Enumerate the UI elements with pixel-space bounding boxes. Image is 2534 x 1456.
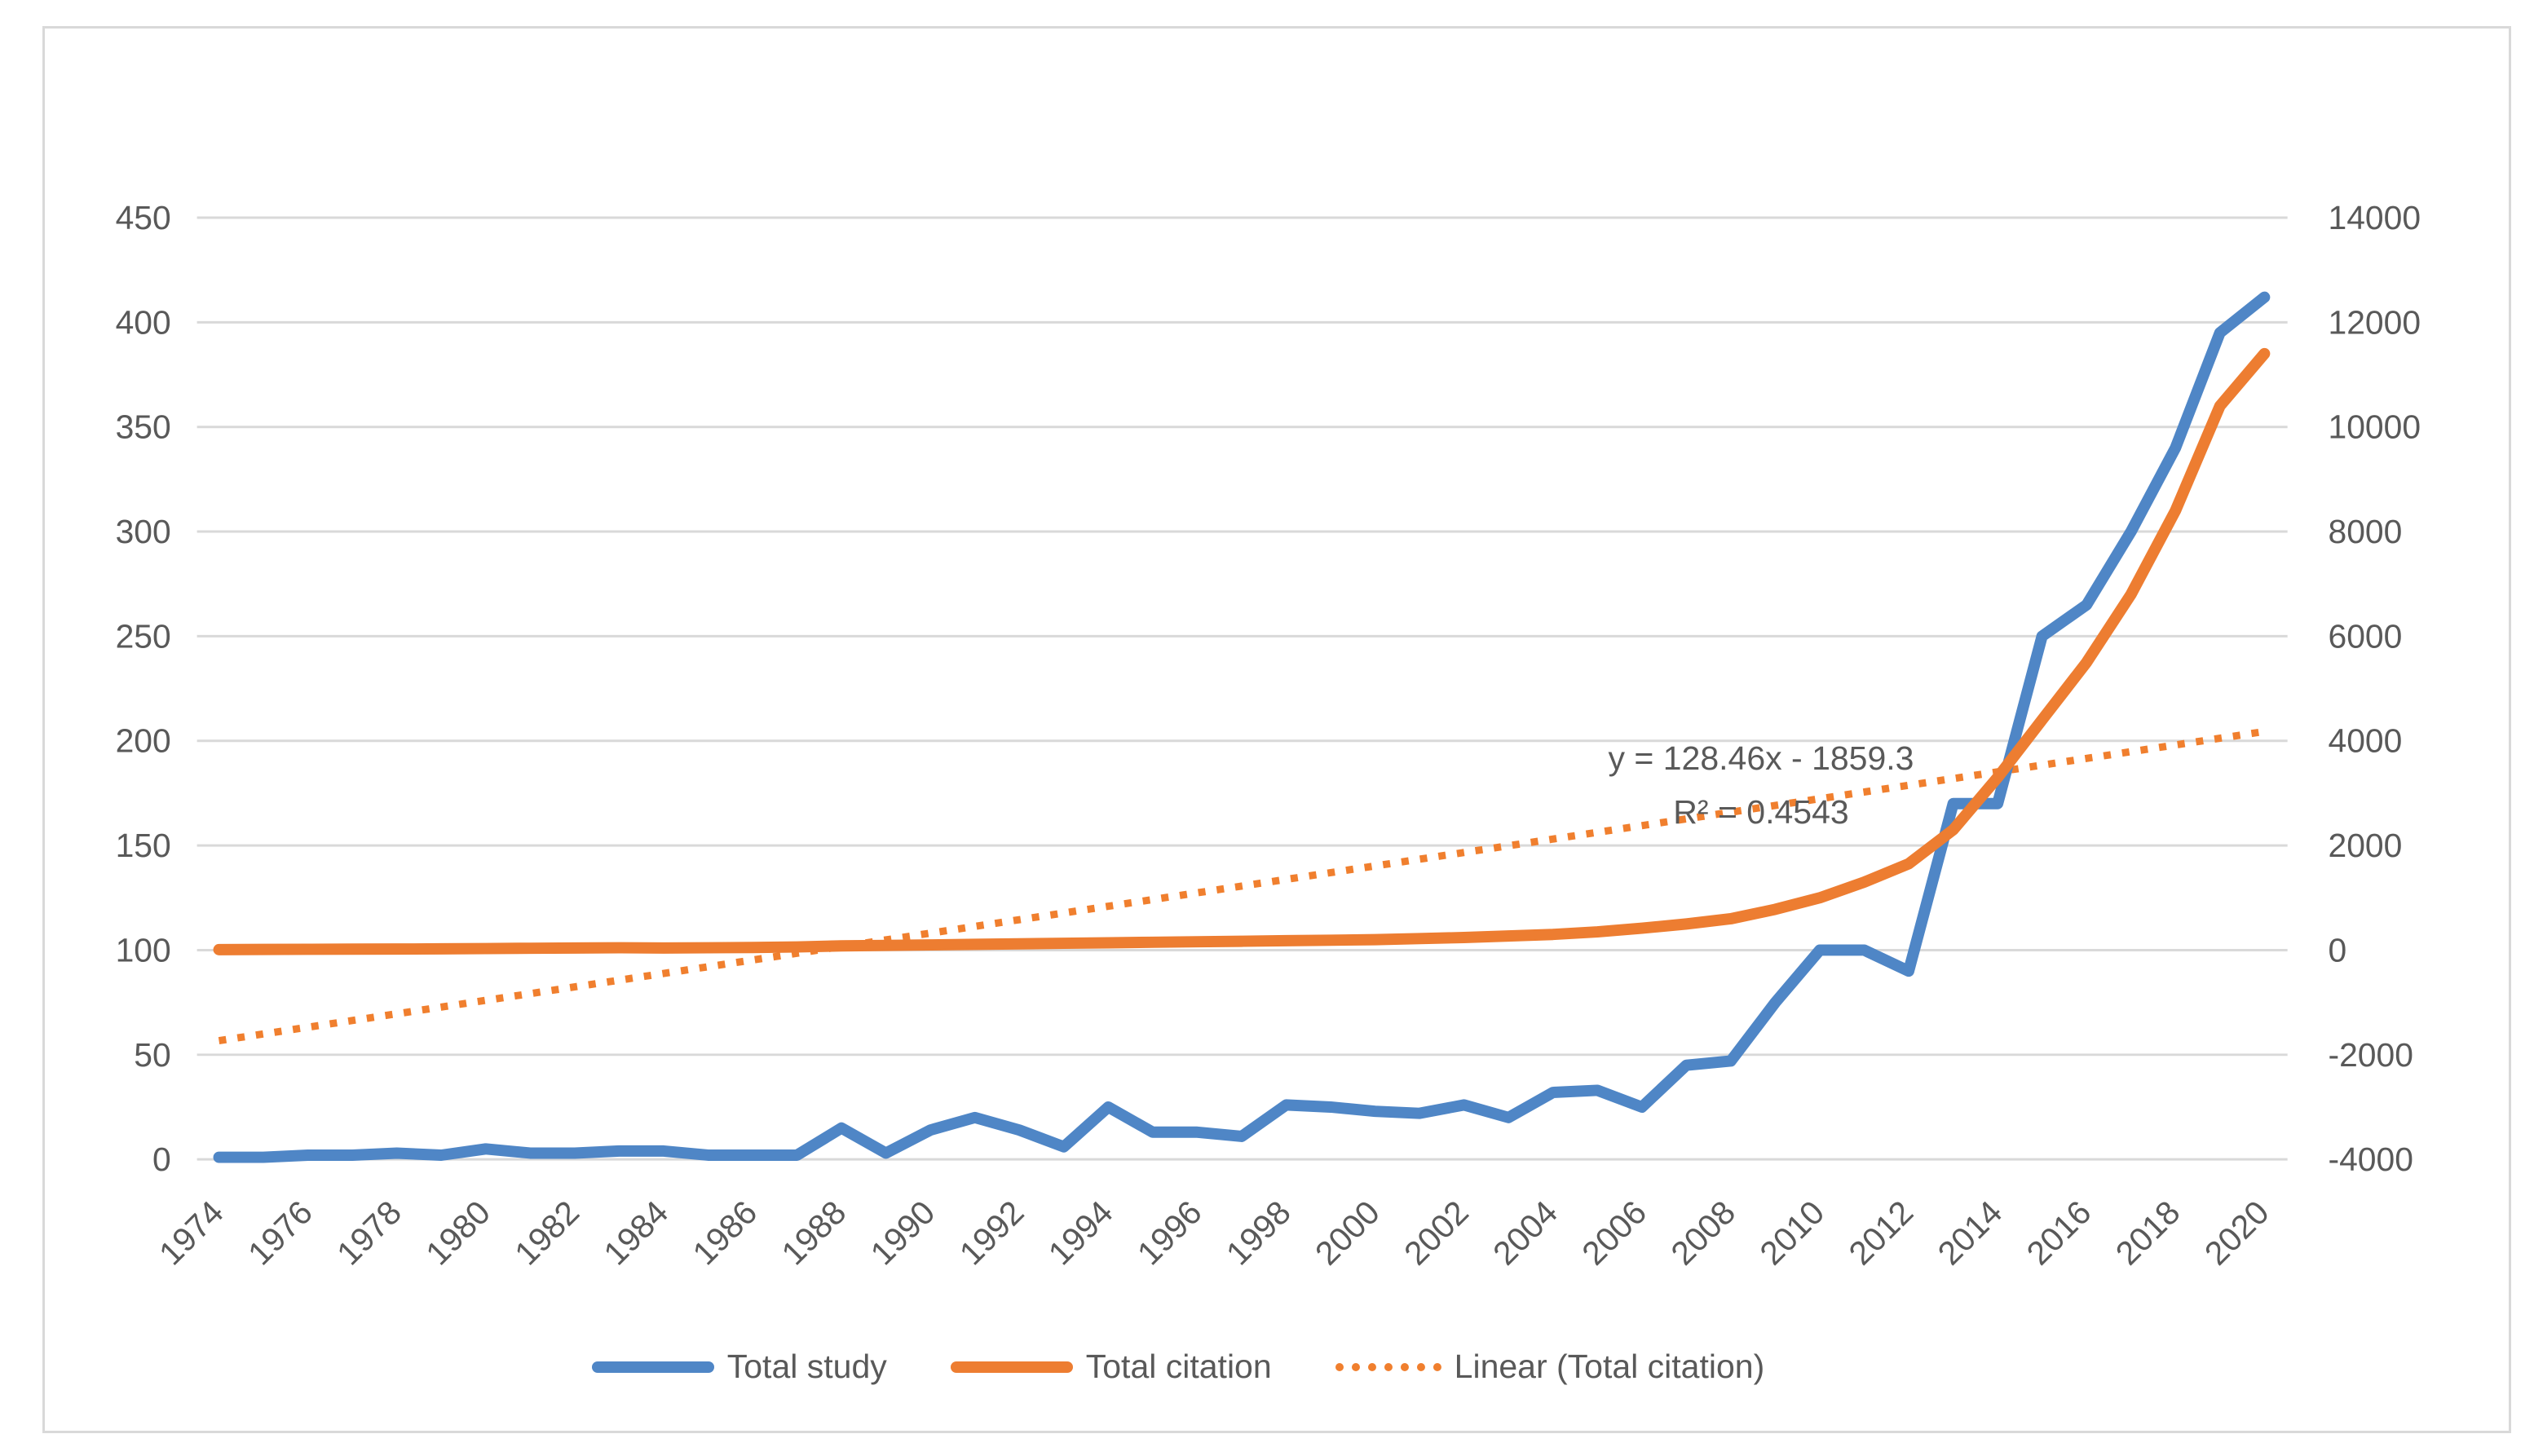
legend-item-total-study: Total study [591, 1348, 887, 1386]
left-axis-tick-label: 450 [116, 199, 171, 236]
legend-item-linear-total-citation: Linear (Total citation) [1335, 1348, 1765, 1386]
chart-legend: Total study Total citation Linear (Total… [241, 1348, 2116, 1386]
x-axis-tick-label: 2002 [1397, 1193, 1476, 1273]
x-axis-tick-label: 2018 [2108, 1193, 2187, 1273]
left-axis-tick-label: 150 [116, 827, 171, 864]
x-axis-tick-label: 2008 [1663, 1193, 1742, 1273]
x-axis-tick-label: 1996 [1130, 1193, 1209, 1273]
x-axis-tick-label: 1990 [863, 1193, 943, 1273]
x-axis-tick-label: 2020 [2197, 1193, 2276, 1273]
left-axis-tick-label: 300 [116, 513, 171, 550]
left-axis-tick-label: 250 [116, 617, 171, 655]
x-axis-tick-label: 1976 [241, 1193, 320, 1273]
right-axis-tick-label: -4000 [2329, 1141, 2413, 1178]
x-axis-tick-label: 1974 [152, 1193, 231, 1273]
x-axis-tick-label: 2012 [1842, 1193, 1921, 1273]
x-axis-tick-label: 1978 [329, 1193, 408, 1273]
linear-trend-swatch-icon [1335, 1362, 1441, 1371]
x-axis-tick-label: 2010 [1753, 1193, 1832, 1273]
legend-label-total-citation: Total citation [1085, 1348, 1272, 1385]
x-axis-tick-label: 1984 [596, 1193, 675, 1273]
right-axis-tick-label: 14000 [2329, 199, 2421, 236]
x-axis-tick-label: 2016 [2020, 1193, 2099, 1273]
right-axis-tick-label: 4000 [2329, 722, 2403, 760]
left-axis-tick-label: 400 [116, 303, 171, 341]
x-axis-tick-label: 1982 [507, 1193, 586, 1273]
total-study-line-swatch-icon [591, 1361, 714, 1373]
x-axis-tick-label: 1986 [686, 1193, 765, 1273]
x-axis-tick-label: 1994 [1041, 1193, 1120, 1273]
x-axis-tick-label: 1980 [418, 1193, 497, 1273]
legend-label-linear-total-citation: Linear (Total citation) [1454, 1348, 1765, 1385]
total-study-line [213, 291, 2271, 1163]
x-axis-tick-label: 1998 [1219, 1193, 1298, 1273]
x-axis-tick-label: 2000 [1308, 1193, 1387, 1273]
total-citation-line-swatch-icon [950, 1361, 1073, 1373]
left-axis-tick-label: 50 [134, 1036, 170, 1074]
right-axis-tick-label: 8000 [2329, 513, 2403, 550]
legend-label-total-study: Total study [726, 1348, 887, 1385]
x-axis-tick-label: 2004 [1486, 1193, 1565, 1273]
total-citation-line [213, 347, 2271, 955]
left-axis-tick-label: 200 [116, 722, 171, 760]
chart-area: 450 14000 400 12000 350 10000 300 8000 250 6000 20… [42, 26, 2511, 1433]
x-axis-tick-label: 1992 [952, 1193, 1031, 1273]
right-axis-tick-label: 0 [2329, 931, 2347, 968]
x-axis-tick-label: 2006 [1574, 1193, 1653, 1273]
legend-item-total-citation: Total citation [950, 1348, 1272, 1386]
left-axis-tick-label: 100 [116, 931, 171, 968]
right-axis-tick-label: -2000 [2329, 1036, 2413, 1074]
right-axis-tick-label: 2000 [2329, 827, 2403, 864]
left-axis-tick-label: 0 [152, 1141, 171, 1178]
right-axis-tick-label: 6000 [2329, 617, 2403, 655]
right-axis-tick-label: 12000 [2329, 303, 2421, 341]
x-axis-tick-label: 1988 [775, 1193, 854, 1273]
linear-total-citation-trendline [218, 727, 2266, 1044]
x-axis-tick-label: 2014 [1931, 1193, 2010, 1273]
left-axis-tick-label: 350 [116, 408, 171, 446]
right-axis-tick-label: 10000 [2329, 408, 2421, 446]
